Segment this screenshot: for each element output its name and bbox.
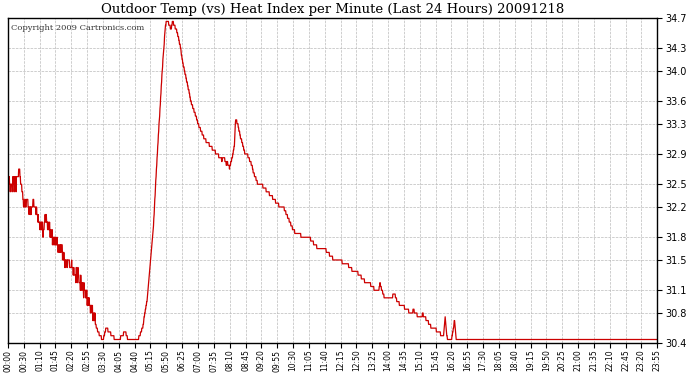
Title: Outdoor Temp (vs) Heat Index per Minute (Last 24 Hours) 20091218: Outdoor Temp (vs) Heat Index per Minute … <box>101 3 564 16</box>
Text: Copyright 2009 Cartronics.com: Copyright 2009 Cartronics.com <box>11 24 144 32</box>
